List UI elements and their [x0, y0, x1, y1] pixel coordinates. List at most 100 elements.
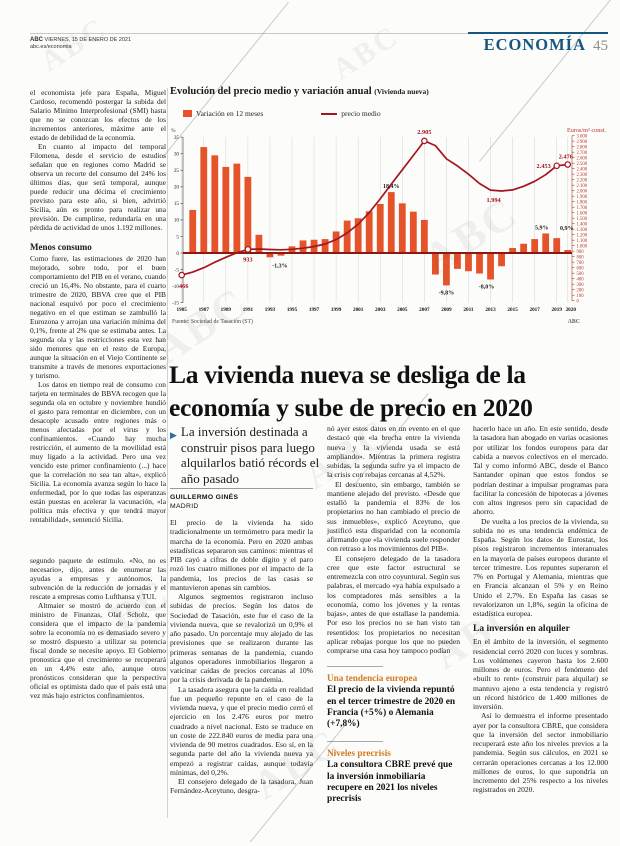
svg-text:2.453: 2.453 — [537, 163, 551, 170]
paragraph: nó ayer estos datos en un evento en el q… — [327, 424, 460, 480]
paragraph: El consejero delegado de la tasadora cre… — [327, 553, 460, 656]
rail-top: el economista jefe para España, Miguel C… — [30, 88, 166, 232]
svg-text:0,9%: 0,9% — [560, 226, 574, 232]
svg-text:2011: 2011 — [463, 307, 473, 313]
svg-text:1995: 1995 — [287, 307, 298, 313]
svg-text:1.300: 1.300 — [577, 228, 588, 233]
svg-text:%: % — [171, 128, 176, 134]
svg-text:35: 35 — [174, 135, 180, 141]
svg-text:1.700: 1.700 — [577, 206, 588, 211]
svg-text:1.400: 1.400 — [577, 222, 588, 227]
svg-text:2.905: 2.905 — [417, 129, 431, 136]
svg-text:1.600: 1.600 — [577, 211, 588, 216]
paragraph: Como fuere, las estimaciones de 2020 han… — [30, 254, 166, 380]
svg-text:100: 100 — [577, 294, 585, 299]
svg-text:-9,8%: -9,8% — [439, 290, 455, 296]
svg-text:2.600: 2.600 — [577, 156, 588, 161]
author-location: MADRID — [170, 503, 199, 510]
svg-text:1.500: 1.500 — [577, 217, 588, 222]
svg-text:18,4%: 18,4% — [383, 184, 400, 190]
masthead-rule — [30, 33, 608, 34]
svg-text:200: 200 — [577, 288, 585, 293]
body-column-2: nó ayer estos datos en un evento en el q… — [327, 424, 460, 806]
svg-text:5: 5 — [176, 234, 179, 240]
svg-text:30: 30 — [174, 152, 180, 158]
infobox-text: La consultora CBRE prevé que la inversió… — [327, 760, 453, 805]
svg-text:2019: 2019 — [552, 307, 563, 313]
author-name: GUILLERMO GINÉS — [170, 494, 239, 501]
svg-text:300: 300 — [577, 283, 585, 288]
infobox-rule — [327, 666, 383, 668]
svg-text:1985: 1985 — [177, 307, 188, 313]
svg-text:2020: 2020 — [566, 307, 577, 313]
svg-text:3.000: 3.000 — [577, 134, 588, 139]
svg-text:1.994: 1.994 — [486, 197, 501, 204]
svg-text:700: 700 — [577, 261, 585, 266]
svg-text:2.200: 2.200 — [577, 178, 588, 183]
svg-text:1.000: 1.000 — [577, 244, 588, 249]
svg-text:25: 25 — [174, 168, 180, 174]
paragraph: El precio de la vivienda ha sido tradici… — [170, 518, 313, 592]
infobox-text: El precio de la vivienda repuntó en el t… — [327, 685, 456, 730]
col2-text: nó ayer estos datos en un evento en el q… — [327, 424, 460, 655]
infobox-precrisis: Niveles precrisis La consultora CBRE pre… — [327, 741, 460, 805]
abc-watermark: ABC — [326, 19, 406, 87]
svg-text:1.800: 1.800 — [577, 200, 588, 205]
chart-svg: 35302520151050-5-10-15%01002003004005006… — [171, 127, 606, 313]
svg-text:15: 15 — [174, 201, 180, 207]
svg-text:-1,3%: -1,3% — [272, 263, 288, 269]
svg-text:2.300: 2.300 — [577, 173, 588, 178]
infobox-rule — [327, 741, 383, 743]
svg-text:20: 20 — [174, 185, 180, 191]
column-divider — [167, 88, 168, 818]
body-column-3: hacerlo hace un año. En este sentido, de… — [473, 424, 608, 795]
paragraph: segundo paquete de estímulo. «No, no es … — [30, 556, 166, 601]
section-accent-rule — [468, 32, 608, 34]
section-title: ECONOMÍA — [483, 35, 586, 54]
standfirst-text: La inversión destinada a construir pisos… — [180, 424, 320, 486]
col3-text-b: En el ámbito de la inversión, el segment… — [473, 637, 608, 794]
svg-text:Euros/m² const.: Euros/m² const. — [567, 127, 606, 134]
svg-text:2.476: 2.476 — [559, 154, 573, 161]
svg-text:5,9%: 5,9% — [535, 225, 549, 231]
line-legend-swatch — [321, 112, 338, 115]
rail-bottom: segundo paquete de estímulo. «No, no es … — [30, 556, 166, 700]
svg-text:1989: 1989 — [221, 307, 232, 313]
svg-text:2.500: 2.500 — [577, 162, 588, 167]
chart-credit: ABC — [567, 319, 580, 325]
svg-text:-8,0%: -8,0% — [479, 284, 495, 290]
chart-source-row: Fuente: Sociedad de Tasación (ST) ABC — [172, 319, 580, 325]
svg-text:600: 600 — [577, 266, 585, 271]
bar-legend-label: Variación en 12 meses — [196, 109, 264, 118]
bar-legend-swatch — [183, 110, 192, 117]
svg-text:2015: 2015 — [507, 307, 518, 313]
svg-text:10: 10 — [174, 218, 180, 224]
chart-plot-area: 35 30 25 20 15 10 5 0 -5 -10 -15% 0 100 200 300 400 500 6… — [170, 126, 608, 323]
left-rail-article: el economista jefe para España, Miguel C… — [30, 88, 166, 700]
svg-text:-10: -10 — [172, 284, 179, 290]
body-column-1: El precio de la vivienda ha sido tradici… — [170, 518, 313, 796]
paragraph: En el ámbito de la inversión, el segment… — [473, 637, 608, 711]
svg-text:1999: 1999 — [331, 307, 342, 313]
paragraph: Los datos en tiempo real de consumo con … — [30, 380, 166, 524]
paragraph: El consejero delegado de la tasadora, Ju… — [170, 777, 313, 796]
svg-text:1987: 1987 — [199, 307, 210, 313]
paragraph: hacerlo hace un año. En este sentido, de… — [473, 424, 608, 517]
svg-text:1.900: 1.900 — [577, 195, 588, 200]
infobox-title: Una tendencia europea — [327, 673, 418, 684]
svg-text:2005: 2005 — [397, 307, 408, 313]
svg-text:1991: 1991 — [243, 307, 254, 313]
svg-text:2017: 2017 — [529, 307, 540, 313]
paragraph: Algunos segmentos registraron incluso su… — [170, 592, 313, 685]
masthead-left: ABC VIERNES, 15 DE ENERO DE 2021 abc.es/… — [30, 37, 131, 51]
svg-text:2.100: 2.100 — [577, 184, 588, 189]
chart-title-text: Evolución del precio medio y variación a… — [170, 86, 372, 97]
svg-text:2007: 2007 — [419, 307, 430, 313]
svg-text:1.200: 1.200 — [577, 233, 588, 238]
svg-text:-5: -5 — [175, 267, 180, 273]
svg-text:400: 400 — [577, 277, 585, 282]
svg-text:1993: 1993 — [265, 307, 276, 313]
article-standfirst: ▶ La inversión destinada a construir pis… — [170, 424, 322, 486]
col3-text-a: hacerlo hace un año. En este sentido, de… — [473, 424, 608, 618]
